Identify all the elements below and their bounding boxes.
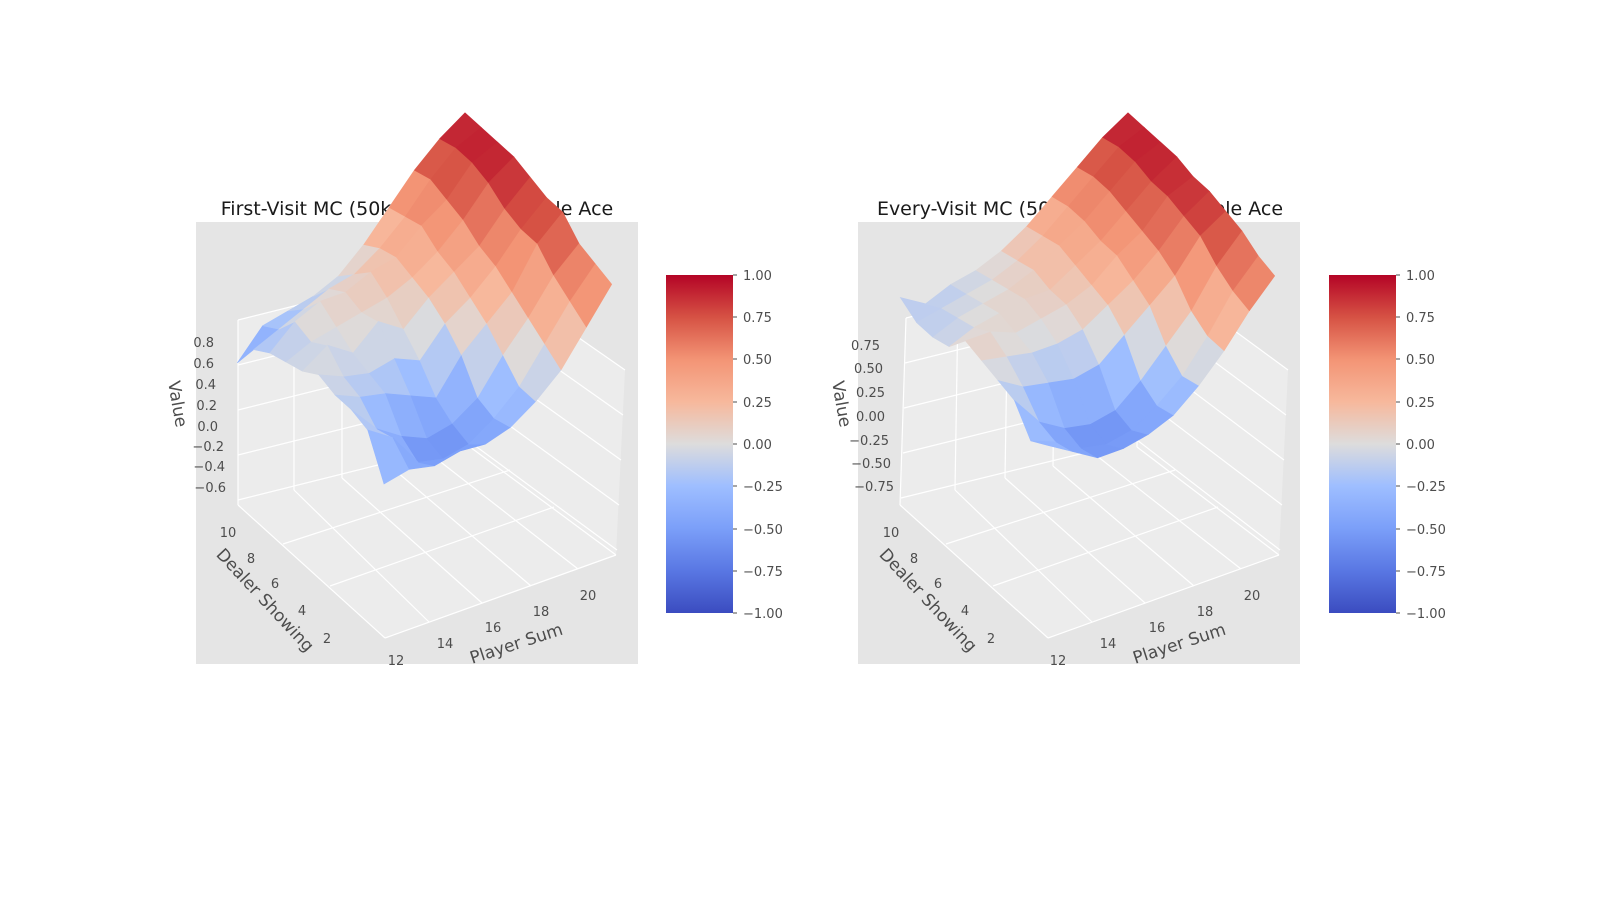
z-tick-label: 0.8 (193, 336, 214, 351)
z-tick-label: −0.4 (193, 460, 225, 475)
z-tick-label: 0.75 (851, 339, 880, 354)
colorbar-tick-label: 1.00 (1406, 269, 1435, 284)
x-tick-label: 20 (1244, 589, 1261, 604)
z-tick-label: 0.4 (195, 378, 216, 393)
x-tick-label: 12 (1050, 654, 1067, 669)
chart-panel-every-visit: Every-Visit MC (50k episodes) - Usable A… (827, 112, 1446, 669)
x-tick-label: 18 (1197, 605, 1214, 620)
colorbar-tick-label: −1.00 (743, 607, 783, 622)
z-axis-label: Value (827, 379, 855, 428)
surface-facet (569, 263, 613, 328)
surface-facet (1232, 255, 1276, 312)
colorbar-tick-label: −0.50 (743, 523, 783, 538)
y-tick-label: 2 (323, 632, 331, 647)
x-tick-label: 16 (485, 621, 502, 636)
y-tick-label: 8 (247, 552, 255, 567)
y-tick-label: 4 (961, 604, 969, 619)
colorbar-tick-label: 0.50 (1406, 353, 1435, 368)
chart-panel-first-visit: First-Visit MC (50k episodes) - Usable A… (163, 112, 783, 669)
y-tick-label: 10 (883, 526, 900, 541)
z-axis: 0.8 0.6 0.4 0.2 0.0 −0.2 −0.4 −0.6 Value (163, 336, 226, 496)
z-tick-label: −0.50 (851, 457, 891, 472)
colorbar-tick-label: 0.75 (743, 311, 772, 326)
colorbar-tick-label: 0.00 (743, 438, 772, 453)
y-tick-label: 4 (298, 604, 306, 619)
y-tick-label: 6 (934, 577, 942, 592)
colorbar-tick-label: −1.00 (1406, 607, 1446, 622)
x-tick-label: 12 (388, 654, 405, 669)
colorbar-gradient (666, 275, 733, 613)
z-tick-label: 0.25 (856, 386, 885, 401)
colorbar-gradient (1329, 275, 1396, 613)
y-tick-label: 2 (987, 632, 995, 647)
colorbar-tick-label: −0.25 (743, 480, 783, 495)
z-axis: 0.75 0.50 0.25 0.00 −0.25 −0.50 −0.75 Va… (827, 339, 894, 495)
z-tick-label: 0.0 (197, 420, 218, 435)
colorbar-tick-label: 0.25 (1406, 396, 1435, 411)
y-tick-label: 10 (220, 526, 237, 541)
colorbar-tick-label: 1.00 (743, 269, 772, 284)
colorbar-tick-label: −0.25 (1406, 480, 1446, 495)
colorbar: 1.00 0.75 0.50 0.25 0.00 −0.25 −0.50 −0.… (1329, 269, 1446, 622)
z-tick-label: −0.2 (192, 440, 224, 455)
colorbar-tick-label: −0.50 (1406, 523, 1446, 538)
z-tick-label: 0.2 (196, 399, 217, 414)
colorbar-tick-label: −0.75 (743, 565, 783, 580)
colorbar-tick-label: 0.50 (743, 353, 772, 368)
colorbar-tick-label: 0.75 (1406, 311, 1435, 326)
surface-plot (899, 112, 1276, 459)
colorbar-tick-label: 0.25 (743, 396, 772, 411)
y-tick-label: 8 (910, 552, 918, 567)
surface-plot (237, 112, 613, 485)
y-tick-label: 6 (271, 577, 279, 592)
x-tick-label: 14 (1100, 637, 1117, 652)
colorbar-tick-label: −0.75 (1406, 565, 1446, 580)
z-axis-label: Value (163, 379, 191, 428)
z-tick-label: −0.6 (194, 481, 226, 496)
colorbar-tick-label: 0.00 (1406, 438, 1435, 453)
x-tick-label: 20 (580, 589, 597, 604)
z-tick-label: −0.75 (854, 480, 894, 495)
x-tick-label: 18 (533, 605, 550, 620)
x-tick-label: 16 (1149, 621, 1166, 636)
x-tick-label: 14 (437, 637, 454, 652)
z-tick-label: 0.00 (856, 410, 885, 425)
z-tick-label: 0.6 (193, 357, 214, 372)
z-tick-label: 0.50 (854, 362, 883, 377)
z-tick-label: −0.25 (849, 434, 889, 449)
colorbar: 1.00 0.75 0.50 0.25 0.00 −0.25 −0.50 −0.… (666, 269, 783, 622)
